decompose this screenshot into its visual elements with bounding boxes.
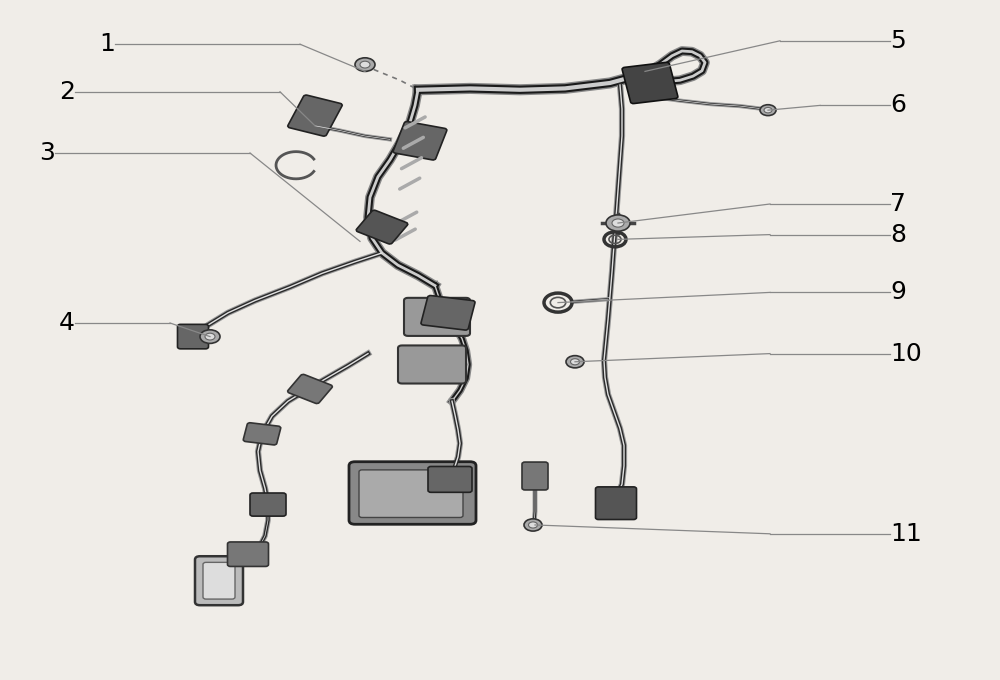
FancyBboxPatch shape: [428, 466, 472, 492]
FancyBboxPatch shape: [522, 462, 548, 490]
FancyBboxPatch shape: [178, 324, 208, 349]
Circle shape: [570, 359, 580, 364]
Text: 4: 4: [59, 311, 75, 335]
FancyBboxPatch shape: [622, 63, 678, 103]
Circle shape: [528, 522, 538, 528]
Text: 11: 11: [890, 522, 922, 546]
Circle shape: [760, 105, 776, 116]
FancyBboxPatch shape: [398, 345, 466, 384]
FancyBboxPatch shape: [421, 296, 475, 330]
FancyBboxPatch shape: [250, 493, 286, 516]
FancyBboxPatch shape: [393, 122, 447, 160]
FancyBboxPatch shape: [356, 210, 408, 244]
Circle shape: [200, 330, 220, 343]
FancyBboxPatch shape: [359, 470, 463, 517]
Circle shape: [764, 107, 772, 113]
Text: 6: 6: [890, 93, 906, 118]
FancyBboxPatch shape: [349, 462, 476, 524]
Circle shape: [360, 61, 370, 68]
FancyBboxPatch shape: [596, 487, 637, 520]
Text: 9: 9: [890, 280, 906, 305]
FancyBboxPatch shape: [195, 556, 243, 605]
FancyBboxPatch shape: [243, 423, 281, 445]
Circle shape: [612, 219, 624, 227]
Circle shape: [524, 519, 542, 531]
FancyBboxPatch shape: [203, 562, 235, 599]
Text: 5: 5: [890, 29, 906, 53]
Circle shape: [355, 58, 375, 71]
Text: 8: 8: [890, 222, 906, 247]
Text: 7: 7: [890, 192, 906, 216]
Text: 2: 2: [59, 80, 75, 104]
FancyBboxPatch shape: [288, 375, 332, 403]
Circle shape: [606, 215, 630, 231]
FancyBboxPatch shape: [288, 95, 342, 136]
Circle shape: [205, 333, 215, 340]
Text: 3: 3: [39, 141, 55, 165]
FancyBboxPatch shape: [404, 298, 470, 336]
Text: 1: 1: [99, 32, 115, 56]
Text: 10: 10: [890, 341, 922, 366]
Circle shape: [566, 356, 584, 368]
FancyBboxPatch shape: [227, 542, 268, 566]
